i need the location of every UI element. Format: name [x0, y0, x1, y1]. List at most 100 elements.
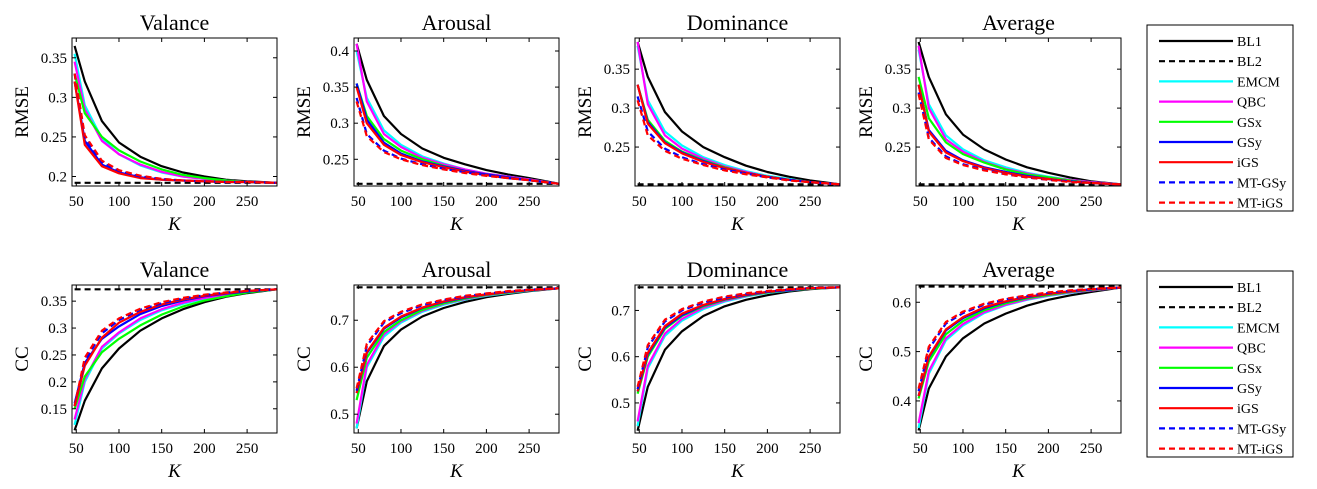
series-line-bl1 [636, 41, 840, 186]
y-axis-label: RMSE [856, 86, 877, 138]
panel-title: Valance [140, 257, 210, 282]
y-axis-label: RMSE [12, 86, 33, 138]
series-line-emcm [355, 50, 559, 185]
x-tick-label: 250 [236, 441, 259, 457]
y-tick-label: 0.7 [330, 313, 349, 329]
y-tick-label: 0.25 [41, 348, 67, 364]
x-axis-label: K [167, 214, 182, 235]
series-line-mt-igs [73, 288, 277, 407]
series-line-gsy [917, 286, 1121, 397]
series-line-emcm [636, 286, 840, 427]
x-tick-label: 150 [432, 194, 455, 210]
y-axis-label: CC [856, 346, 877, 371]
x-tick-label: 250 [236, 194, 259, 210]
series-line-bl1 [73, 288, 277, 431]
x-tick-label: 100 [390, 441, 413, 457]
y-tick-label: 0.35 [41, 294, 67, 310]
series-line-bl1 [355, 43, 559, 185]
y-tick-label: 0.25 [604, 140, 630, 156]
axes-box [71, 284, 278, 434]
x-tick-label: 200 [193, 441, 216, 457]
series-line-mt-gsy [917, 286, 1121, 392]
y-tick-label: 0.25 [885, 140, 911, 156]
x-tick-label: 150 [994, 194, 1017, 210]
series-line-gsx [73, 288, 277, 410]
y-tick-label: 0.35 [41, 51, 67, 67]
x-tick-label: 250 [799, 194, 822, 210]
series-line-gsy [917, 84, 1121, 186]
series-line-qbc [636, 286, 840, 422]
series-group [73, 288, 277, 431]
y-axis-label: RMSE [294, 86, 315, 138]
panel-title: Dominance [687, 10, 788, 35]
legend-label-qbc: QBC [1237, 342, 1266, 357]
legend-label-emcm: EMCM [1237, 321, 1280, 336]
series-line-mt-igs [355, 287, 559, 389]
series-group [73, 45, 277, 184]
y-axis-label: CC [12, 346, 33, 371]
axes-box [353, 37, 560, 187]
series-group [636, 41, 840, 186]
series-line-bl1 [355, 287, 559, 429]
legend-label-mt-gsy: MT-GSy [1237, 422, 1286, 437]
x-tick-label: 150 [150, 194, 173, 210]
x-tick-label: 150 [713, 194, 736, 210]
x-tick-label: 100 [108, 194, 131, 210]
x-tick-label: 200 [475, 441, 498, 457]
series-line-qbc [355, 287, 559, 424]
series-line-gsx [636, 286, 840, 394]
x-tick-label: 100 [952, 441, 975, 457]
legend-label-bl1: BL1 [1237, 35, 1262, 50]
legend-cc: BL1 BL2 EMCM QBC GSx GSy iGS MT-GSy MT-iGS [1146, 270, 1294, 458]
y-tick-label: 0.3 [611, 101, 630, 117]
legend-label-gsy: GSy [1237, 136, 1262, 151]
subplot-rmse-average: 50 100 150 200 250 0.25 0.3 0.35 Average K RMSE [856, 10, 1122, 235]
series-line-mt-igs [73, 73, 277, 184]
legend-label-gsx: GSx [1237, 116, 1262, 131]
axes-box [634, 284, 841, 434]
y-tick-label: 0.25 [323, 152, 349, 168]
y-tick-label: 0.35 [604, 62, 630, 78]
axes-box [71, 37, 278, 187]
x-tick-label: 200 [1037, 194, 1060, 210]
axes-box [915, 284, 1122, 434]
series-line-mt-igs [917, 286, 1121, 389]
legend-label-igs: iGS [1237, 156, 1259, 171]
x-tick-label: 50 [913, 441, 928, 457]
x-tick-label: 250 [518, 194, 541, 210]
y-tick-label: 0.25 [41, 130, 67, 146]
y-tick-label: 0.35 [323, 80, 349, 96]
legend-label-emcm: EMCM [1237, 75, 1280, 90]
legend-label-bl2: BL2 [1237, 301, 1262, 316]
y-tick-label: 0.3 [48, 321, 67, 337]
x-tick-label: 200 [475, 194, 498, 210]
x-tick-label: 100 [671, 441, 694, 457]
x-tick-label: 150 [994, 441, 1017, 457]
series-line-bl1 [636, 286, 840, 431]
x-tick-label: 100 [390, 194, 413, 210]
x-tick-label: 200 [756, 441, 779, 457]
subplot-rmse-valance: 50 100 150 200 250 0.2 0.25 0.3 0.35 Valance K RMSE [12, 10, 278, 235]
series-line-mt-igs [355, 101, 559, 185]
panel-title: Average [982, 10, 1055, 35]
y-tick-label: 0.5 [892, 345, 911, 361]
subplot-cc-average: 50 100 150 200 250 0.4 0.5 0.6 Average K CC [856, 257, 1122, 482]
series-line-mt-igs [636, 99, 840, 186]
x-tick-label: 50 [69, 194, 84, 210]
series-group [636, 286, 840, 431]
y-tick-label: 0.3 [330, 116, 349, 132]
x-tick-label: 250 [799, 441, 822, 457]
legend-box [1146, 270, 1294, 458]
x-tick-label: 50 [69, 441, 84, 457]
subplot-rmse-arousal: 50 100 150 200 250 0.25 0.3 0.35 0.4 Arousal K RMSE [294, 10, 560, 235]
x-tick-label: 50 [632, 194, 647, 210]
panel-title: Average [982, 257, 1055, 282]
x-tick-label: 200 [1037, 441, 1060, 457]
x-tick-label: 100 [952, 194, 975, 210]
series-line-bl1 [73, 45, 277, 184]
y-tick-label: 0.2 [48, 170, 67, 186]
panel-title: Arousal [422, 10, 492, 35]
x-axis-label: K [730, 461, 745, 482]
legend-label-bl1: BL1 [1237, 281, 1262, 296]
panel-title: Arousal [422, 257, 492, 282]
